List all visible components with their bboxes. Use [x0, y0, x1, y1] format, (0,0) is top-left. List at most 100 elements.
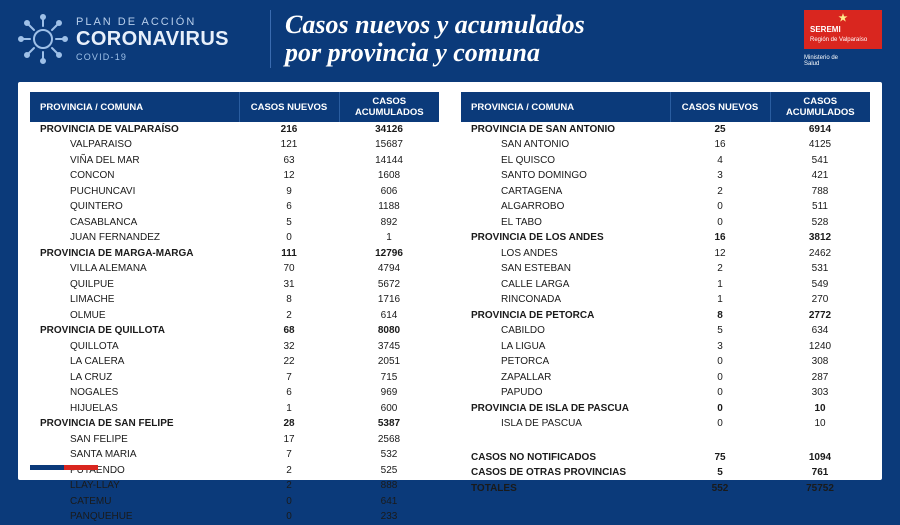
- seremi-badge-block: ★ SEREMI Región de Valparaíso Ministerio…: [804, 10, 882, 67]
- th-nuevos: CASOS NUEVOS: [670, 92, 770, 122]
- row-label: LLAY-LLAY: [30, 479, 239, 495]
- row-acc: 541: [770, 153, 870, 169]
- comuna-row: ISLA DE PASCUA010: [461, 417, 870, 433]
- row-label: QUILLOTA: [30, 339, 239, 355]
- row-new: 5: [670, 324, 770, 340]
- summary-row: CASOS DE OTRAS PROVINCIAS5761: [461, 466, 870, 482]
- th-provincia: PROVINCIA / COMUNA: [30, 92, 239, 122]
- row-label: CASABLANCA: [30, 215, 239, 231]
- comuna-row: LOS ANDES122462: [461, 246, 870, 262]
- row-acc: 2568: [339, 432, 439, 448]
- row-acc: 10: [770, 417, 870, 433]
- province-row: PROVINCIA DE SAN FELIPE285387: [30, 417, 439, 433]
- comuna-row: EL TABO0528: [461, 215, 870, 231]
- row-acc: 421: [770, 169, 870, 185]
- row-acc: 2772: [770, 308, 870, 324]
- row-new: 17: [239, 432, 339, 448]
- comuna-row: VILLA ALEMANA704794: [30, 262, 439, 278]
- row-label: EL QUISCO: [461, 153, 670, 169]
- virus-emblem-icon: [18, 14, 68, 64]
- row-acc: 549: [770, 277, 870, 293]
- row-label: SAN ESTEBAN: [461, 262, 670, 278]
- summary-row: TOTALES55275752: [461, 481, 870, 497]
- title-line-2: por provincia y comuna: [285, 38, 540, 67]
- comuna-row: LA CRUZ7715: [30, 370, 439, 386]
- row-new: 0: [670, 386, 770, 402]
- summary-label: TOTALES: [461, 481, 670, 497]
- row-new: 0: [670, 370, 770, 386]
- summary-row: CASOS NO NOTIFICADOS751094: [461, 450, 870, 466]
- row-new: 216: [239, 122, 339, 138]
- row-label: CARTAGENA: [461, 184, 670, 200]
- star-icon: ★: [810, 14, 876, 24]
- row-new: 12: [670, 246, 770, 262]
- row-acc: 2051: [339, 355, 439, 371]
- row-acc: 4794: [339, 262, 439, 278]
- row-acc: 634: [770, 324, 870, 340]
- row-label: PROVINCIA DE SAN ANTONIO: [461, 122, 670, 138]
- row-acc: 969: [339, 386, 439, 402]
- comuna-row: SANTA MARIA7532: [30, 448, 439, 464]
- summary-acc: 1094: [770, 450, 870, 466]
- row-new: 32: [239, 339, 339, 355]
- row-acc: 2462: [770, 246, 870, 262]
- row-acc: 6914: [770, 122, 870, 138]
- row-label: LOS ANDES: [461, 246, 670, 262]
- row-label: ZAPALLAR: [461, 370, 670, 386]
- row-acc: 528: [770, 215, 870, 231]
- row-label: CABILDO: [461, 324, 670, 340]
- province-row: PROVINCIA DE QUILLOTA688080: [30, 324, 439, 340]
- row-acc: 1: [339, 231, 439, 247]
- row-new: 68: [239, 324, 339, 340]
- right-column: PROVINCIA / COMUNA CASOS NUEVOS CASOS AC…: [461, 92, 870, 450]
- row-label: PETORCA: [461, 355, 670, 371]
- row-acc: 5672: [339, 277, 439, 293]
- row-acc: 12796: [339, 246, 439, 262]
- row-acc: 600: [339, 401, 439, 417]
- row-new: 2: [670, 184, 770, 200]
- row-label: CATEMU: [30, 494, 239, 510]
- row-new: 1: [670, 277, 770, 293]
- row-acc: 606: [339, 184, 439, 200]
- right-table: PROVINCIA / COMUNA CASOS NUEVOS CASOS AC…: [461, 92, 870, 432]
- row-acc: 1716: [339, 293, 439, 309]
- row-acc: 34126: [339, 122, 439, 138]
- summary-acc: 761: [770, 466, 870, 482]
- row-new: 12: [239, 169, 339, 185]
- row-label: SAN ANTONIO: [461, 138, 670, 154]
- row-acc: 614: [339, 308, 439, 324]
- left-table: PROVINCIA / COMUNA CASOS NUEVOS CASOS AC…: [30, 92, 439, 525]
- row-new: 3: [670, 169, 770, 185]
- row-acc: 4125: [770, 138, 870, 154]
- row-acc: 15687: [339, 138, 439, 154]
- row-new: 9: [239, 184, 339, 200]
- row-label: CONCON: [30, 169, 239, 185]
- row-label: PAPUDO: [461, 386, 670, 402]
- row-acc: 308: [770, 355, 870, 371]
- province-row: PROVINCIA DE LOS ANDES163812: [461, 231, 870, 247]
- province-row: PROVINCIA DE MARGA-MARGA11112796: [30, 246, 439, 262]
- summary-label: CASOS DE OTRAS PROVINCIAS: [461, 466, 670, 482]
- comuna-row: SAN FELIPE172568: [30, 432, 439, 448]
- comuna-row: CALLE LARGA1549: [461, 277, 870, 293]
- row-acc: 715: [339, 370, 439, 386]
- comuna-row: CASABLANCA5892: [30, 215, 439, 231]
- row-acc: 10: [770, 401, 870, 417]
- row-label: LA LIGUA: [461, 339, 670, 355]
- comuna-row: VALPARAISO12115687: [30, 138, 439, 154]
- row-new: 70: [239, 262, 339, 278]
- row-label: RINCONADA: [461, 293, 670, 309]
- comuna-row: LIMACHE81716: [30, 293, 439, 309]
- header: PLAN DE ACCIÓN CORONAVIRUS COVID-19 Caso…: [0, 0, 900, 82]
- row-label: PROVINCIA DE SAN FELIPE: [30, 417, 239, 433]
- row-acc: 888: [339, 479, 439, 495]
- comuna-row: LLAY-LLAY2888: [30, 479, 439, 495]
- row-new: 16: [670, 138, 770, 154]
- row-new: 3: [670, 339, 770, 355]
- row-new: 111: [239, 246, 339, 262]
- row-acc: 3812: [770, 231, 870, 247]
- th-provincia: PROVINCIA / COMUNA: [461, 92, 670, 122]
- seremi-subtitle: Región de Valparaíso: [810, 37, 876, 44]
- row-label: VIÑA DEL MAR: [30, 153, 239, 169]
- row-new: 2: [239, 463, 339, 479]
